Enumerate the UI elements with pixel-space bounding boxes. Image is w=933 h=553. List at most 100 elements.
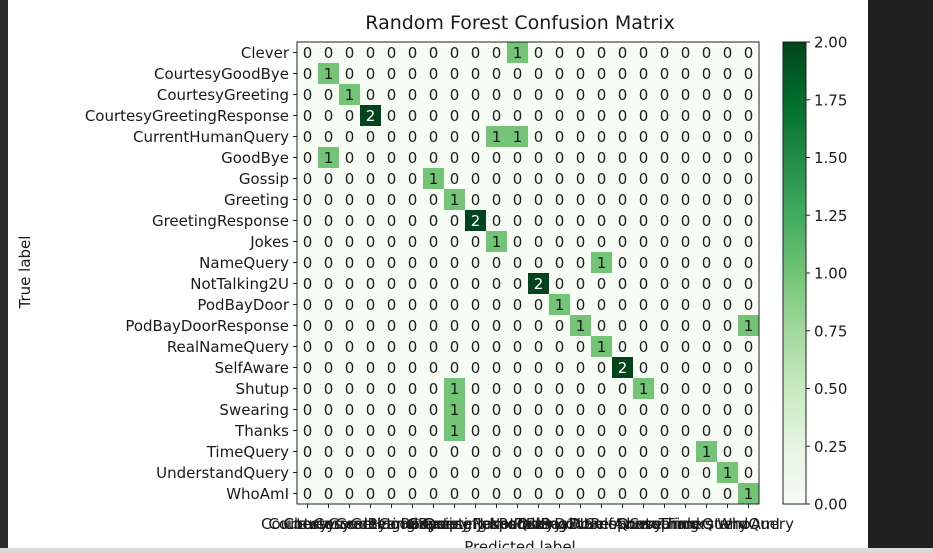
cell-value-label: 0 [492, 317, 502, 335]
colorbar-ticks: 0.00 0.25 0.50 0.75 1.00 1.25 1.50 1.75 2.00 [806, 34, 847, 514]
heatmap-cell [465, 441, 487, 463]
heatmap-cell [381, 420, 403, 442]
cell-value-label: 0 [597, 485, 607, 503]
heatmap-cell [444, 483, 466, 505]
cell-value-label: 0 [681, 401, 691, 419]
cell-value-label: 0 [366, 359, 376, 377]
heatmap-cell [696, 294, 718, 316]
cell-value-label: 0 [324, 107, 334, 125]
cell-value-label: 0 [660, 191, 670, 209]
cell-value-label: 0 [303, 191, 313, 209]
heatmap-cell [738, 252, 760, 274]
heatmap-cell [612, 483, 634, 505]
heatmap-cell [675, 441, 697, 463]
cell-value-label: 0 [576, 401, 586, 419]
heatmap-cell [444, 399, 466, 421]
cell-value-label: 0 [681, 170, 691, 188]
cell-value-label: 0 [618, 44, 628, 62]
heatmap-cell [633, 441, 655, 463]
heatmap-cell [402, 399, 424, 421]
heatmap-cell [297, 126, 319, 148]
cell-value-label: 0 [576, 380, 586, 398]
heatmap-cell [696, 189, 718, 211]
heatmap-cell [507, 126, 529, 148]
heatmap-cell [633, 42, 655, 64]
heatmap-cell [444, 84, 466, 106]
cell-value-label: 0 [345, 128, 355, 146]
cell-value-label: 0 [471, 44, 481, 62]
heatmap-cell [465, 231, 487, 253]
heatmap-cell [570, 168, 592, 190]
heatmap-cell [633, 63, 655, 85]
heatmap-cell [444, 105, 466, 127]
cell-value-label: 0 [639, 296, 649, 314]
heatmap-cell [633, 357, 655, 379]
cell-value-label: 0 [429, 44, 439, 62]
cell-value-label: 0 [597, 296, 607, 314]
cell-value-label: 0 [555, 464, 565, 482]
cell-value-label: 0 [555, 485, 565, 503]
heatmap-cell [318, 252, 340, 274]
heatmap-cell [444, 168, 466, 190]
cell-value-label: 0 [723, 317, 733, 335]
heatmap-cell [570, 231, 592, 253]
cell-value-label: 0 [387, 86, 397, 104]
heatmap-cell [360, 273, 382, 295]
heatmap-cell [465, 378, 487, 400]
cell-value-label: 0 [576, 296, 586, 314]
cell-value-label: 0 [387, 44, 397, 62]
cell-value-label: 0 [681, 107, 691, 125]
heatmap-cell [549, 210, 571, 232]
cell-value-label: 0 [660, 275, 670, 293]
cell-value-label: 0 [513, 254, 523, 272]
heatmap-cell [549, 252, 571, 274]
cell-value-label: 0 [744, 422, 754, 440]
cell-value-label: 0 [681, 191, 691, 209]
x-tick-label: CourtesyGreeting [283, 515, 415, 533]
cell-value-label: 0 [429, 107, 439, 125]
heatmap-cell [507, 315, 529, 337]
heatmap-cell [654, 336, 676, 358]
heatmap-cell [633, 273, 655, 295]
cell-value-label: 0 [702, 275, 712, 293]
cell-value-label: 0 [681, 254, 691, 272]
cell-value-label: 0 [639, 149, 649, 167]
y-tick-label: CourtesyGreetingResponse [85, 107, 289, 125]
cell-value-label: 0 [303, 170, 313, 188]
cell-value-label: 0 [366, 464, 376, 482]
y-tick-label: PodBayDoorResponse [125, 317, 289, 335]
heatmap-cell [549, 378, 571, 400]
cell-value-label: 1 [576, 317, 586, 335]
cell-value-label: 0 [408, 212, 418, 230]
y-tick-label: SelfAware [215, 359, 289, 377]
y-tick-label: Swearing [219, 401, 289, 419]
heatmap-cell [381, 147, 403, 169]
cell-value-label: 0 [660, 380, 670, 398]
x-tick-label: Clever [283, 515, 332, 533]
heatmap-cell [402, 252, 424, 274]
heatmap-cell [675, 483, 697, 505]
heatmap-cell [339, 189, 361, 211]
heatmap-cell [717, 273, 739, 295]
heatmap-cell [381, 294, 403, 316]
colorbar-tick-label: 0.75 [814, 322, 847, 340]
cell-value-label: 0 [534, 422, 544, 440]
cell-value-label: 0 [408, 359, 418, 377]
y-axis-label: True label [16, 236, 34, 310]
cell-value-label: 0 [702, 380, 712, 398]
heatmap-cell [591, 336, 613, 358]
cell-value-label: 0 [366, 275, 376, 293]
cell-value-label: 0 [555, 65, 565, 83]
heatmap-cell [444, 294, 466, 316]
heatmap-cell [297, 294, 319, 316]
heatmap-cell [528, 147, 550, 169]
x-tick-label: SelfAware [585, 515, 659, 533]
heatmap-cell [339, 399, 361, 421]
cell-value-label: 1 [555, 296, 565, 314]
heatmap-cell [696, 357, 718, 379]
cell-value-label: 0 [345, 275, 355, 293]
heatmap-cell [444, 336, 466, 358]
heatmap-cell [612, 84, 634, 106]
heatmap-cell [465, 252, 487, 274]
cell-value-label: 0 [744, 296, 754, 314]
